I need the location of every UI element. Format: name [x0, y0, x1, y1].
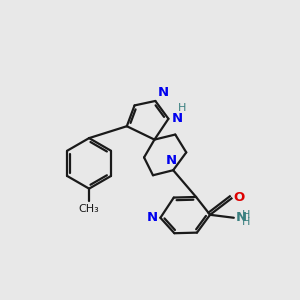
Text: N: N — [146, 211, 158, 224]
Text: N: N — [166, 154, 177, 166]
Text: O: O — [234, 191, 245, 204]
Text: N: N — [235, 211, 246, 224]
Text: H: H — [242, 217, 250, 227]
Text: N: N — [171, 112, 182, 125]
Text: H: H — [242, 210, 250, 220]
Text: N: N — [158, 86, 169, 100]
Text: H: H — [178, 103, 186, 113]
Text: CH₃: CH₃ — [79, 203, 99, 214]
